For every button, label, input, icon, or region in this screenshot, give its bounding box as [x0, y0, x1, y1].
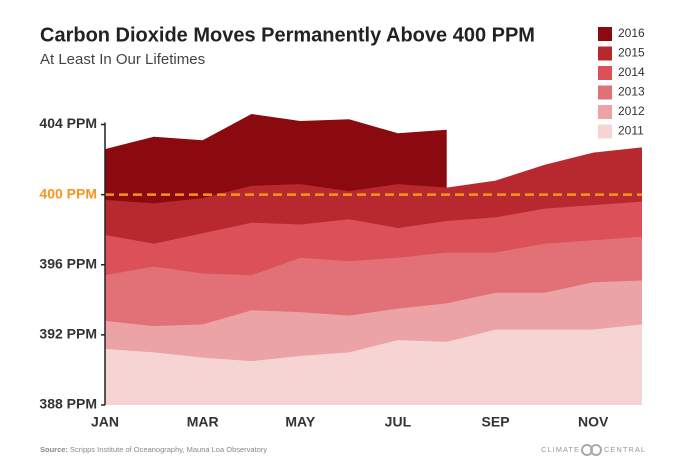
y-tick-label: 400 PPM: [39, 185, 97, 201]
legend-swatch: [598, 27, 612, 41]
logo-right: CENTRAL: [604, 445, 646, 454]
legend-label: 2013: [618, 85, 645, 99]
source-label: Source:: [40, 445, 68, 454]
legend-swatch: [598, 85, 612, 100]
x-tick-label: SEP: [482, 414, 510, 430]
source-text: Scripps Institute of Oceanography, Mauna…: [70, 445, 267, 454]
legend-swatch: [598, 124, 612, 139]
x-tick-label: NOV: [578, 414, 609, 430]
y-tick-label: 404 PPM: [39, 115, 97, 131]
legend-swatch: [598, 46, 612, 61]
logo-icon: [581, 444, 602, 456]
legend-label: 2016: [618, 26, 645, 40]
legend-label: 2011: [618, 124, 644, 138]
chart-subtitle: At Least In Our Lifetimes: [40, 51, 205, 68]
legend-swatch: [598, 105, 612, 119]
area: [105, 324, 642, 405]
y-tick-label: 388 PPM: [39, 396, 97, 412]
x-tick-label: MAR: [187, 414, 219, 430]
source: Source: Scripps Institute of Oceanograph…: [40, 445, 267, 454]
x-tick-label: JAN: [91, 414, 119, 430]
legend-swatch: [598, 66, 612, 80]
x-tick-label: MAY: [285, 414, 315, 430]
legend-label: 2015: [618, 46, 645, 60]
chart-title: Carbon Dioxide Moves Permanently Above 4…: [40, 24, 535, 46]
legend-label: 2012: [618, 104, 645, 118]
logo-left: CLIMATE: [541, 445, 580, 454]
y-tick-label: 392 PPM: [39, 326, 97, 342]
legend-label: 2014: [618, 65, 645, 79]
y-tick-label: 396 PPM: [39, 255, 97, 271]
x-tick-label: JUL: [385, 414, 412, 430]
